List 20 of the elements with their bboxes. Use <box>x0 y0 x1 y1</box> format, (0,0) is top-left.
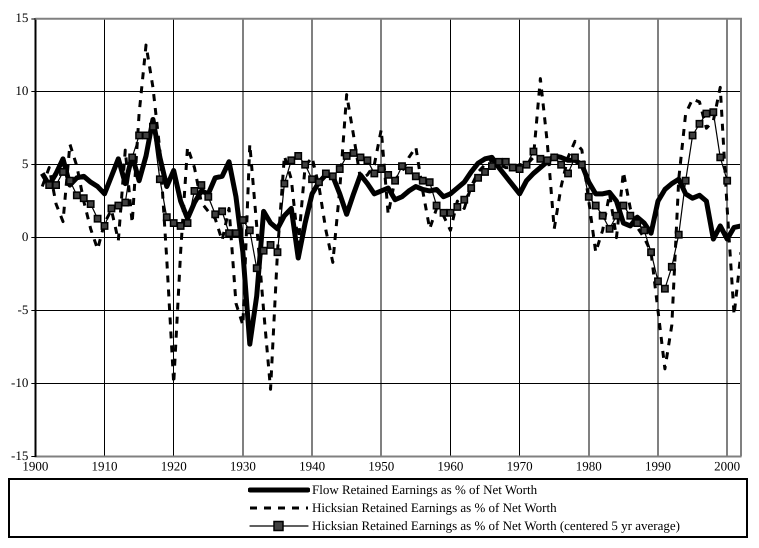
x-tick-label: 1990 <box>644 458 671 474</box>
y-tick-label: 0 <box>22 229 28 244</box>
x-tick-label: 1980 <box>576 458 602 474</box>
y-tick-label: -10 <box>10 374 28 390</box>
legend-label: Flow Retained Earnings as % of Net Worth <box>312 481 538 499</box>
x-tick-label: 1960 <box>437 458 464 474</box>
x-tick-label: 1920 <box>160 458 187 474</box>
legend-label: Hicksian Retained Earnings as % of Net Worth <box>312 499 557 517</box>
y-tick-label: -5 <box>17 302 28 317</box>
y-tick-label: 10 <box>15 83 28 98</box>
y-tick-label: 5 <box>22 156 28 172</box>
y-tick-label: 15 <box>15 10 28 26</box>
x-tick-label: 2000 <box>714 458 740 474</box>
x-tick-label: 1970 <box>506 458 533 474</box>
legend-label: Hicksian Retained Earnings as % of Net Worth (centered 5 yr average) <box>312 517 680 535</box>
x-tick-label: 1940 <box>299 458 326 474</box>
x-tick-label: 1950 <box>368 458 394 474</box>
x-tick-label: 1930 <box>230 458 256 474</box>
x-tick-label: 1910 <box>92 458 118 474</box>
y-tick-label: -15 <box>10 448 28 463</box>
